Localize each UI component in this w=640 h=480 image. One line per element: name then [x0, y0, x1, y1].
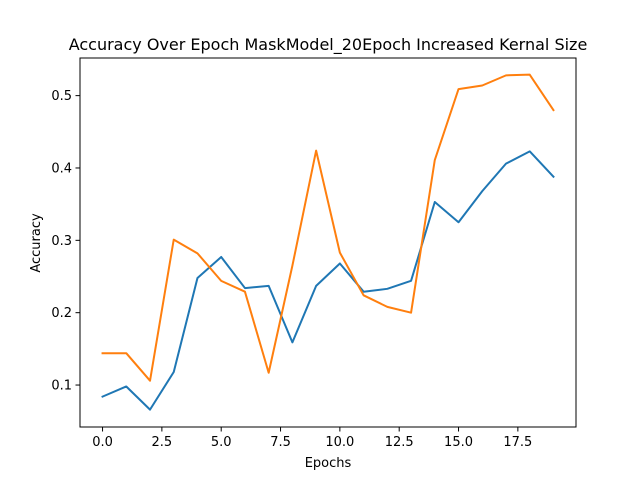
y-tick-label: 0.1 [51, 379, 72, 394]
y-tick-label: 0.3 [51, 234, 72, 249]
x-tick-label: 7.5 [270, 435, 291, 450]
y-tick-label: 0.2 [51, 306, 72, 321]
x-tick-label: 2.5 [152, 435, 173, 450]
series-line-2 [101, 73, 555, 382]
x-tick-label: 10.0 [325, 435, 354, 450]
chart-title: Accuracy Over Epoch MaskModel_20Epoch In… [69, 35, 588, 55]
y-axis-label: Accuracy [29, 213, 44, 273]
series-layer [101, 73, 555, 411]
x-tick-label: 12.5 [385, 435, 414, 450]
x-tick-label: 15.0 [444, 435, 473, 450]
x-axis-label: Epochs [305, 456, 352, 471]
axes-layer: 0.0 2.5 5.0 7.5 10.0 12.5 15.0 17.5 0.1 0.2 0.3 0.4… [51, 57, 577, 450]
x-tick-label: 5.0 [211, 435, 232, 450]
series-line-1 [101, 150, 555, 411]
x-tick-label: 0.0 [92, 435, 113, 450]
y-tick-label: 0.4 [51, 161, 72, 176]
plot-frame [79, 57, 577, 428]
y-tick-label: 0.5 [51, 89, 72, 104]
x-tick-label: 17.5 [503, 435, 532, 450]
